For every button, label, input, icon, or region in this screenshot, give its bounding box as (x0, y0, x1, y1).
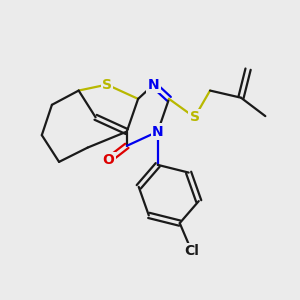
Text: S: S (190, 110, 200, 124)
Text: O: O (103, 153, 114, 167)
Text: Cl: Cl (184, 244, 199, 258)
Text: N: N (148, 78, 159, 92)
Text: N: N (152, 124, 164, 139)
Text: S: S (102, 78, 112, 92)
